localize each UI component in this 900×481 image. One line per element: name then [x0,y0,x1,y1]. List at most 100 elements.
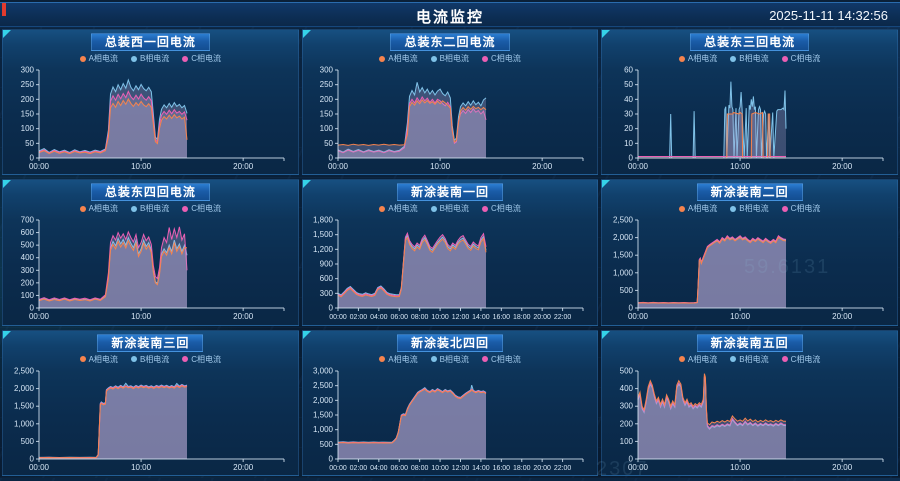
legend-dot-icon [182,205,189,212]
series-line-C相电流 [338,96,487,154]
legend-item-b-phase[interactable]: B相电流 [430,53,469,64]
legend-item-b-phase[interactable]: B相电流 [730,203,769,214]
series-area-B相电流 [38,237,187,309]
legend-dot-icon [781,356,788,363]
chart-canvas-3[interactable]: 0 10 20 30 40 50 60 00:00 10:00 20:00 [604,65,895,171]
panel-9: 新涂装南五回 A相电流 B相电流 C相电流 0 100 200 300 400 500 00:00 1… [601,329,898,476]
x-tick-label: 10:00 [131,312,152,321]
corner-accent-icon [302,30,311,38]
chart-legend: A相电流 B相电流 C相电流 [79,354,221,365]
y-tick-label: 50 [624,80,633,89]
series-line-A相电流 [38,384,187,458]
legend-item-b-phase[interactable]: B相电流 [130,203,169,214]
panel-title: 新涂装南一回 [396,183,503,202]
legend-item-c-phase[interactable]: C相电流 [481,203,521,214]
panel-3: 总装东三回电流 A相电流 B相电流 C相电流 0 10 20 30 40 50 60 00:00 10:… [601,29,898,176]
series-area-B相电流 [638,376,787,459]
legend-item-c-phase[interactable]: C相电流 [781,53,820,64]
series-area-B相电流 [638,81,787,158]
legend-item-c-phase[interactable]: C相电流 [781,354,820,365]
series-area-B相电流 [338,235,487,309]
chart-canvas-4[interactable]: 0 100 200 300 400 500 600 700 00:00 10:00 20:00 [5,215,296,321]
y-tick-label: 300 [20,66,34,75]
legend-item-a-phase[interactable]: A相电流 [678,53,717,64]
legend-item-c-phase[interactable]: C相电流 [781,203,820,214]
legend-item-a-phase[interactable]: A相电流 [379,354,418,365]
legend-item-b-phase[interactable]: B相电流 [130,354,169,365]
y-tick-label: 1,000 [613,269,634,278]
legend-dot-icon [678,356,685,363]
header-bar: 电流监控 2025-11-11 14:32:56 [0,0,900,27]
y-tick-label: 150 [20,110,34,119]
legend-item-a-phase[interactable]: A相电流 [79,354,118,365]
x-tick-label: 10:00 [730,463,751,472]
chart-canvas-6[interactable]: 0 500 1,000 1,500 2,000 2,500 00:00 10:00 20:00 [604,215,895,321]
x-tick-label: 16:00 [493,314,511,321]
y-tick-label: 300 [320,66,334,75]
legend-item-a-phase[interactable]: A相电流 [678,203,717,214]
legend-dot-icon [379,356,386,363]
x-tick-label: 10:00 [432,314,450,321]
y-tick-label: 300 [320,289,334,298]
chart-canvas-1[interactable]: 0 50 100 150 200 250 300 00:00 10:00 20:00 [5,65,296,171]
legend-item-c-phase[interactable]: C相电流 [182,53,221,64]
y-tick-label: 1,200 [313,245,334,254]
series-line-A相电流 [38,97,188,155]
series-area-A相电流 [38,99,187,158]
legend-item-c-phase[interactable]: C相电流 [481,354,521,365]
legend-item-b-phase[interactable]: B相电流 [730,354,769,365]
series-area-A相电流 [338,237,487,309]
y-tick-label: 100 [620,437,634,446]
legend-item-b-phase[interactable]: B相电流 [130,53,169,64]
legend-dot-icon [678,205,685,212]
corner-accent-icon [302,180,311,189]
series-area-C相电流 [38,384,187,459]
y-tick-label: 0 [629,304,634,313]
y-tick-label: 1,800 [313,216,334,225]
legend-dot-icon [430,205,437,212]
chart-canvas-2[interactable]: 0 50 100 150 200 250 300 00:00 10:00 20:00 [304,65,595,171]
legend-dot-icon [379,205,386,212]
legend-item-c-phase[interactable]: C相电流 [182,203,221,214]
y-tick-label: 400 [620,384,634,393]
legend-item-b-phase[interactable]: B相电流 [430,203,469,214]
series-line-C相电流 [38,227,188,301]
panel-7: 新涂装南三回 A相电流 B相电流 C相电流 0 500 1,000 1,500 2,000 2,5… [2,329,299,476]
x-tick-label: 20:00 [233,463,254,472]
charts-grid: 总装西一回电流 A相电流 B相电流 C相电流 0 50 100 150 200 250 300 00:… [2,29,898,476]
legend-item-b-phase[interactable]: B相电流 [430,354,469,365]
legend-dot-icon [678,55,685,62]
legend-item-c-phase[interactable]: C相电流 [182,354,221,365]
legend-label: C相电流 [490,54,521,63]
chart-canvas-9[interactable]: 0 100 200 300 400 500 00:00 10:00 20:00 [604,366,895,472]
legend-item-a-phase[interactable]: A相电流 [79,53,118,64]
x-tick-label: 10:00 [730,312,751,321]
series-line-B相电流 [338,82,487,153]
series-line-C相电流 [637,375,787,429]
legend-item-a-phase[interactable]: A相电流 [79,203,118,214]
series-line-B相电流 [338,234,487,296]
x-tick-label: 18:00 [513,465,531,472]
legend-label: A相电流 [88,204,118,214]
legend-item-c-phase[interactable]: C相电流 [481,53,521,64]
chart-canvas-5[interactable]: 0 300 600 900 1,200 1,500 1,800 00:00 02:00 04:00… [304,215,595,321]
y-tick-label: 50 [25,139,34,148]
y-tick-label: 0 [629,154,634,163]
legend-item-a-phase[interactable]: A相电流 [379,203,418,214]
legend-label: B相电流 [439,204,469,214]
y-tick-label: 10 [624,139,633,148]
series-line-A相电流 [638,111,787,159]
x-tick-label: 02:00 [350,314,368,321]
y-tick-label: 40 [624,95,633,104]
legend-item-b-phase[interactable]: B相电流 [730,53,769,64]
x-tick-label: 00:00 [328,162,349,171]
legend-item-a-phase[interactable]: A相电流 [678,354,717,365]
chart-canvas-7[interactable]: 0 500 1,000 1,500 2,000 2,500 00:00 10:00 20:00 [5,366,296,472]
y-tick-label: 100 [20,124,34,133]
legend-dot-icon [79,205,86,212]
legend-label: C相电流 [490,204,521,214]
legend-item-a-phase[interactable]: A相电流 [379,53,418,64]
legend-label: B相电流 [739,54,769,63]
